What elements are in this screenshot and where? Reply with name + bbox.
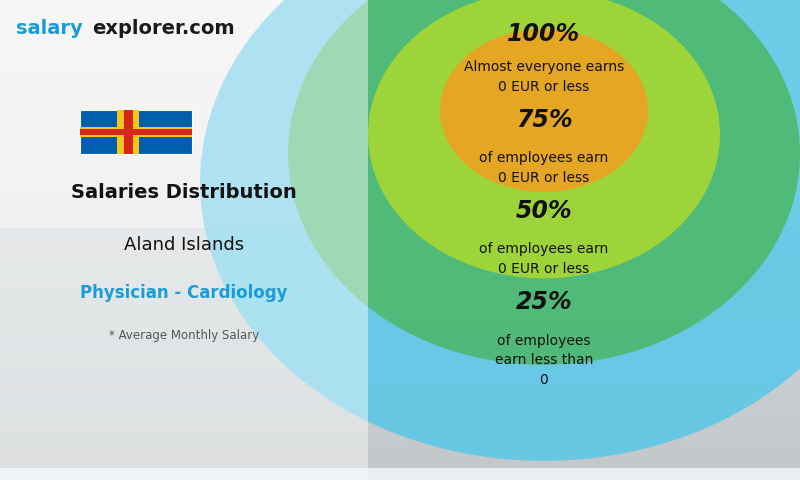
Text: explorer.com: explorer.com bbox=[92, 19, 234, 38]
Bar bbox=[0, 288, 800, 300]
Text: 100%: 100% bbox=[507, 22, 581, 46]
Bar bbox=[0, 300, 800, 312]
Text: Physician - Cardiology: Physician - Cardiology bbox=[80, 284, 288, 302]
Bar bbox=[0, 60, 800, 72]
Bar bbox=[0, 204, 800, 216]
Bar bbox=[0, 252, 800, 264]
Bar bbox=[0, 12, 800, 24]
Bar bbox=[0, 24, 800, 36]
Bar bbox=[0, 108, 800, 120]
Bar bbox=[0, 228, 800, 240]
Bar bbox=[0, 36, 800, 48]
FancyBboxPatch shape bbox=[117, 110, 139, 154]
Bar bbox=[0, 192, 800, 204]
Bar bbox=[0, 456, 800, 468]
Bar bbox=[0, 120, 800, 132]
Bar bbox=[0, 72, 800, 84]
Text: Aland Islands: Aland Islands bbox=[124, 236, 244, 254]
Bar bbox=[0, 312, 800, 324]
Bar bbox=[0, 276, 800, 288]
Bar bbox=[0, 48, 800, 60]
Text: 25%: 25% bbox=[516, 290, 572, 314]
Text: of employees earn
0 EUR or less: of employees earn 0 EUR or less bbox=[479, 151, 609, 185]
Bar bbox=[0, 180, 800, 192]
FancyBboxPatch shape bbox=[80, 130, 192, 134]
Bar bbox=[0, 132, 800, 144]
Bar bbox=[0, 96, 800, 108]
Bar bbox=[0, 84, 800, 96]
Bar bbox=[0, 324, 800, 336]
Text: of employees
earn less than
0: of employees earn less than 0 bbox=[495, 334, 593, 386]
Bar bbox=[0, 336, 800, 348]
FancyBboxPatch shape bbox=[80, 127, 192, 137]
Ellipse shape bbox=[368, 0, 720, 278]
Text: Almost everyone earns
0 EUR or less: Almost everyone earns 0 EUR or less bbox=[464, 60, 624, 94]
Bar bbox=[0, 384, 800, 396]
Bar bbox=[0, 144, 800, 156]
Bar bbox=[0, 408, 800, 420]
Bar bbox=[0, 168, 800, 180]
Bar bbox=[0, 432, 800, 444]
Bar bbox=[0, 0, 368, 480]
Text: salary: salary bbox=[16, 19, 82, 38]
Ellipse shape bbox=[200, 0, 800, 461]
Text: 50%: 50% bbox=[516, 199, 572, 223]
Text: Salaries Distribution: Salaries Distribution bbox=[71, 182, 297, 202]
Text: of employees earn
0 EUR or less: of employees earn 0 EUR or less bbox=[479, 242, 609, 276]
Text: 75%: 75% bbox=[516, 108, 572, 132]
FancyBboxPatch shape bbox=[124, 110, 133, 154]
Bar bbox=[0, 444, 800, 456]
Ellipse shape bbox=[288, 0, 800, 365]
Bar bbox=[0, 216, 800, 228]
FancyBboxPatch shape bbox=[80, 110, 192, 154]
Ellipse shape bbox=[440, 29, 648, 192]
Text: * Average Monthly Salary: * Average Monthly Salary bbox=[109, 329, 259, 343]
Bar bbox=[0, 420, 800, 432]
Bar bbox=[0, 240, 800, 252]
Bar bbox=[0, 0, 800, 12]
Bar bbox=[0, 264, 800, 276]
Bar bbox=[0, 372, 800, 384]
Bar bbox=[0, 396, 800, 408]
Bar bbox=[0, 360, 800, 372]
Bar bbox=[0, 348, 800, 360]
Bar bbox=[0, 228, 800, 240]
Bar bbox=[0, 156, 800, 168]
